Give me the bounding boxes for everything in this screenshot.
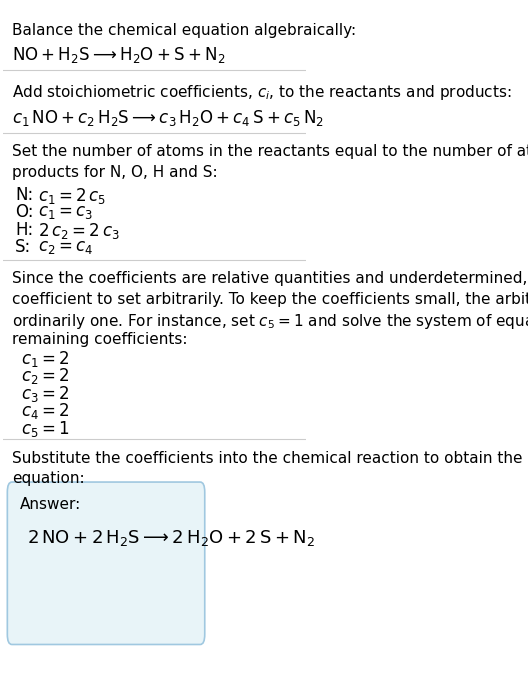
Text: Substitute the coefficients into the chemical reaction to obtain the balanced: Substitute the coefficients into the che… xyxy=(12,451,528,466)
Text: remaining coefficients:: remaining coefficients: xyxy=(12,332,187,346)
Text: S:: S: xyxy=(15,238,31,256)
Text: $c_4 = 2$: $c_4 = 2$ xyxy=(21,401,70,421)
Text: equation:: equation: xyxy=(12,470,84,486)
Text: $c_1 = c_3$: $c_1 = c_3$ xyxy=(37,204,93,221)
Text: $c_1 = 2$: $c_1 = 2$ xyxy=(21,349,70,369)
Text: $c_3 = 2$: $c_3 = 2$ xyxy=(21,384,70,404)
Text: Set the number of atoms in the reactants equal to the number of atoms in the: Set the number of atoms in the reactants… xyxy=(12,144,528,160)
Text: $c_5 = 1$: $c_5 = 1$ xyxy=(21,419,70,439)
Text: Answer:: Answer: xyxy=(20,497,81,512)
Text: H:: H: xyxy=(15,220,33,239)
Text: $c_1\,\mathrm{NO} + c_2\,\mathrm{H_2S} \longrightarrow c_3\,\mathrm{H_2O} + c_4\: $c_1\,\mathrm{NO} + c_2\,\mathrm{H_2S} \… xyxy=(12,108,324,128)
Text: N:: N: xyxy=(15,186,33,204)
FancyBboxPatch shape xyxy=(7,482,205,644)
Text: Since the coefficients are relative quantities and underdetermined, choose a: Since the coefficients are relative quan… xyxy=(12,272,528,286)
Text: Balance the chemical equation algebraically:: Balance the chemical equation algebraica… xyxy=(12,23,356,38)
Text: coefficient to set arbitrarily. To keep the coefficients small, the arbitrary va: coefficient to set arbitrarily. To keep … xyxy=(12,292,528,307)
Text: $c_1 = 2\,c_5$: $c_1 = 2\,c_5$ xyxy=(37,186,106,206)
Text: ordinarily one. For instance, set $c_5 = 1$ and solve the system of equations fo: ordinarily one. For instance, set $c_5 =… xyxy=(12,311,528,331)
Text: $c_2 = 2$: $c_2 = 2$ xyxy=(21,367,70,386)
Text: $\mathrm{NO + H_2S \longrightarrow H_2O + S + N_2}$: $\mathrm{NO + H_2S \longrightarrow H_2O … xyxy=(12,45,225,65)
Text: $2\,c_2 = 2\,c_3$: $2\,c_2 = 2\,c_3$ xyxy=(37,220,119,241)
Text: products for N, O, H and S:: products for N, O, H and S: xyxy=(12,164,218,179)
Text: Add stoichiometric coefficients, $c_i$, to the reactants and products:: Add stoichiometric coefficients, $c_i$, … xyxy=(12,83,512,102)
Text: $c_2 = c_4$: $c_2 = c_4$ xyxy=(37,238,93,256)
Text: $2\,\mathrm{NO} + 2\,\mathrm{H_2S} \longrightarrow 2\,\mathrm{H_2O} + 2\,\mathrm: $2\,\mathrm{NO} + 2\,\mathrm{H_2S} \long… xyxy=(27,528,315,547)
Text: O:: O: xyxy=(15,204,33,221)
